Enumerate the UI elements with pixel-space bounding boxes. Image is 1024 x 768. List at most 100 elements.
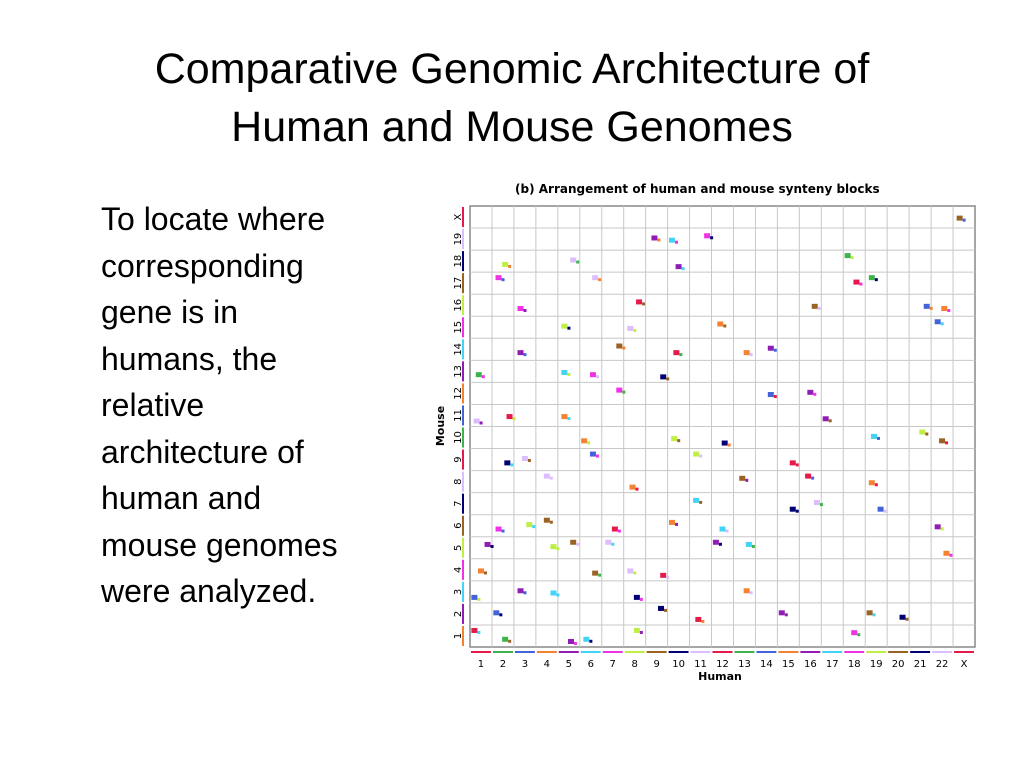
x-tick-label: X	[961, 659, 968, 670]
synteny-block	[517, 306, 524, 312]
x-tick-label: 11	[694, 659, 707, 670]
synteny-block	[561, 414, 568, 420]
synteny-block	[550, 544, 557, 550]
synteny-block	[718, 542, 722, 546]
synteny-block	[745, 478, 749, 482]
y-tick-label: 15	[453, 321, 464, 334]
synteny-block	[717, 321, 724, 327]
y-tick-label: 10	[453, 431, 464, 444]
x-chromosome-strip	[800, 651, 821, 653]
synteny-block	[622, 346, 626, 350]
synteny-block	[817, 306, 821, 310]
x-tick-label: 16	[804, 659, 817, 670]
synteny-block	[616, 343, 623, 349]
synteny-block	[669, 237, 675, 243]
synteny-block	[739, 475, 746, 481]
synteny-block	[868, 275, 875, 281]
y-tick-label: 5	[453, 545, 464, 551]
x-chromosome-strip	[888, 651, 909, 653]
plot-grid	[462, 205, 976, 653]
synteny-block	[490, 544, 494, 548]
synteny-block	[629, 484, 636, 490]
synteny-block	[795, 509, 799, 513]
x-tick-label: 5	[566, 659, 572, 670]
y-chromosome-strip	[462, 339, 464, 360]
synteny-block	[811, 303, 818, 309]
synteny-block	[512, 417, 516, 421]
y-tick-label: X	[453, 213, 464, 220]
y-chromosome-strip	[462, 427, 464, 448]
x-tick-label: 1	[478, 659, 484, 670]
body-line: architecture of	[101, 433, 304, 470]
x-chromosome-strip	[866, 651, 887, 653]
synteny-block	[473, 418, 480, 424]
synteny-block	[941, 306, 948, 312]
synteny-block	[589, 451, 596, 457]
synteny-block	[853, 279, 860, 285]
synteny-block	[784, 613, 788, 617]
y-tick-label: 3	[453, 589, 464, 595]
y-chromosome-strip	[462, 207, 464, 228]
synteny-block	[859, 282, 863, 286]
synteny-block	[549, 520, 553, 524]
x-chromosome-strip	[602, 651, 623, 653]
synteny-block	[943, 550, 950, 556]
synteny-block	[611, 542, 615, 546]
synteny-block	[723, 324, 727, 328]
synteny-block	[712, 539, 719, 545]
synteny-block	[877, 436, 880, 440]
y-chromosome-strip	[462, 471, 464, 492]
synteny-block	[721, 440, 728, 446]
synteny-block	[693, 497, 700, 503]
synteny-block	[725, 529, 729, 533]
synteny-block	[828, 419, 832, 423]
x-tick-label: 7	[610, 659, 616, 670]
synteny-block	[677, 439, 681, 443]
synteny-block	[501, 529, 505, 533]
synteny-block	[651, 235, 658, 241]
synteny-block	[622, 390, 626, 394]
synteny-block	[872, 613, 876, 617]
synteny-block	[502, 261, 509, 267]
y-tick-label: 14	[453, 343, 464, 356]
synteny-block	[633, 571, 637, 575]
synteny-block	[477, 597, 481, 601]
x-chromosome-strip	[558, 651, 579, 653]
x-tick-label: 18	[848, 659, 861, 670]
synteny-block	[679, 353, 683, 357]
synteny-block	[567, 326, 571, 330]
body-line: gene is in	[101, 294, 238, 330]
synteny-block	[701, 619, 705, 623]
y-tick-label: 9	[453, 456, 464, 462]
y-tick-label: 12	[453, 387, 464, 400]
x-chromosome-strip	[778, 651, 799, 653]
synteny-block	[508, 264, 512, 268]
synteny-block	[543, 473, 550, 479]
x-chromosome-strip	[756, 651, 777, 653]
body-line: were analyzed.	[101, 573, 317, 609]
y-tick-label: 17	[453, 277, 464, 290]
synteny-block	[695, 616, 702, 622]
y-chromosome-strip	[462, 383, 464, 404]
y-axis-label: Mouse	[434, 406, 447, 446]
y-chromosome-strip	[462, 537, 464, 558]
synteny-block	[851, 630, 858, 636]
synteny-block	[710, 236, 714, 240]
body-line: corresponding	[101, 247, 304, 284]
synteny-block	[477, 630, 481, 634]
synteny-block	[617, 529, 621, 533]
synteny-block	[883, 509, 887, 513]
synteny-block	[592, 570, 599, 576]
synteny-block	[570, 257, 577, 263]
x-chromosome-strip	[932, 651, 953, 653]
body-line: mouse genomes	[101, 526, 338, 563]
x-chromosome-strip	[954, 651, 974, 653]
synteny-block	[919, 429, 926, 435]
synteny-block	[549, 476, 553, 480]
synteny-block	[956, 215, 963, 221]
body-text: To locate where corresponding gene is in…	[101, 196, 411, 615]
synteny-block	[899, 614, 906, 620]
synteny-block	[639, 630, 643, 634]
x-tick-label: 17	[826, 659, 839, 670]
synteny-block	[475, 372, 482, 378]
